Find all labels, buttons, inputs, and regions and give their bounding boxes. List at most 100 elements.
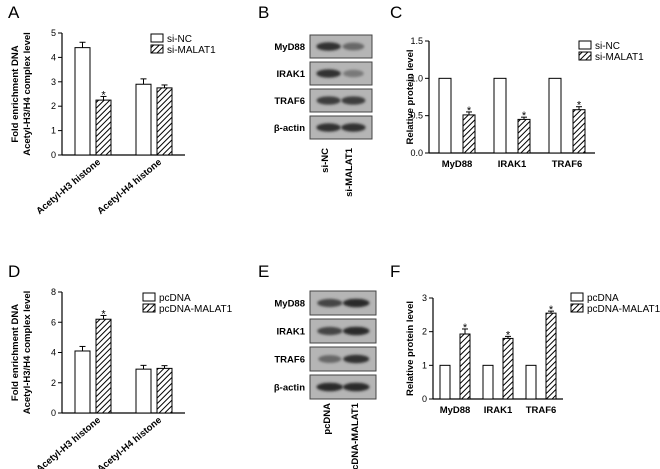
chart-f: 0 1 2 3 Relative protein level * MyD88 * IRAK1 * T… <box>405 292 660 416</box>
y-tick-label: 0 <box>422 394 427 404</box>
blot-lane-label: pcDNA <box>322 403 333 435</box>
blot-strip <box>309 88 373 113</box>
y-tick-label: 2 <box>51 101 56 111</box>
blot-strip <box>309 34 373 59</box>
bar-si-nc-1 <box>135 83 152 156</box>
bar-si-malat1-0 <box>462 114 476 154</box>
y-axis-label: Relative protein level <box>405 49 416 144</box>
bar-si-nc-1 <box>493 77 507 154</box>
y-tick-label: 6 <box>51 317 56 327</box>
y-tick-label: 1 <box>422 360 427 370</box>
category-label: Acetyl-H4 histone <box>95 157 164 217</box>
category-label: Acetyl-H4 histone <box>95 415 164 469</box>
bar-si-malat1-0 <box>95 99 112 156</box>
y-axis-label-line2: Acetyl-H3/H4 complex level <box>22 291 33 415</box>
blot-strip <box>309 61 373 86</box>
bar-pcdna-malat1-0 <box>95 318 112 414</box>
y-tick-label: 0.0 <box>410 148 423 158</box>
bar-si-nc-0 <box>74 47 91 156</box>
bar-pcdna-malat1-1 <box>156 367 173 414</box>
legend-swatch <box>578 51 592 61</box>
blot-band <box>343 69 364 78</box>
blot-lane-label: si-NC <box>320 148 331 173</box>
significance-star: * <box>549 304 554 316</box>
legend-label: si-MALAT1 <box>167 45 216 56</box>
blot-band <box>342 42 365 51</box>
bar-pcdna-malat1-0 <box>459 333 471 400</box>
bar-si-malat1-1 <box>517 118 531 154</box>
category-label: IRAK1 <box>498 159 527 170</box>
blot-band <box>317 326 343 336</box>
bar-pcdna-malat1-2 <box>545 312 557 400</box>
category-label: TRAF6 <box>552 159 583 170</box>
y-tick-label: 1.5 <box>410 36 423 46</box>
bar-si-malat1-1 <box>156 87 173 156</box>
y-tick-label: 1 <box>51 126 56 136</box>
significance-star: * <box>101 308 106 320</box>
bar-si-nc-2 <box>548 77 562 154</box>
y-tick-label: 2 <box>51 378 56 388</box>
blot-row-label: IRAK1 <box>276 69 305 80</box>
blot-row-label: TRAF6 <box>274 355 305 366</box>
blot-band <box>341 123 366 132</box>
significance-star: * <box>467 105 472 117</box>
bar-pcdna-malat1-1 <box>502 337 514 400</box>
y-tick-label: 3 <box>51 77 56 87</box>
blot-band <box>342 326 370 336</box>
y-tick-label: 0 <box>51 408 56 418</box>
blot-lane-label: pcDNA-MALAT1 <box>350 402 361 469</box>
panel-label-b: B <box>258 3 269 22</box>
significance-star: * <box>506 329 511 341</box>
panel-label-d: D <box>8 262 20 281</box>
y-tick-label: 1.0 <box>410 73 423 83</box>
chart-c: 0.0 0.5 1.0 1.5 Relative protein level * MyD88… <box>405 36 644 170</box>
legend-swatch <box>578 40 592 50</box>
y-tick-label: 2 <box>422 327 427 337</box>
panel-label-e: E <box>258 262 269 281</box>
bar-pcdna-2 <box>525 364 537 400</box>
significance-star: * <box>577 100 582 112</box>
bar-pcdna-0 <box>439 364 451 400</box>
category-label: IRAK1 <box>484 405 513 416</box>
legend-label: pcDNA-MALAT1 <box>587 304 660 315</box>
blot-band <box>343 354 370 364</box>
y-tick-label: 4 <box>51 348 56 358</box>
blot-row-label: TRAF6 <box>274 96 305 107</box>
legend-label: si-MALAT1 <box>595 52 644 63</box>
blot-row-label: β-actin <box>274 123 305 134</box>
legend-label: pcDNA <box>159 293 191 304</box>
legend-swatch <box>142 292 156 302</box>
blot-lane-label: si-MALAT1 <box>344 147 355 197</box>
legend-label: pcDNA <box>587 293 619 304</box>
legend-swatch <box>150 33 164 43</box>
panel-label-f: F <box>390 262 400 281</box>
blot-band <box>318 355 342 363</box>
legend-swatch <box>570 292 584 302</box>
chart-d: 0 2 4 6 8 Fold enrichment DNA Acetyl-H3/H4 com… <box>10 287 233 469</box>
y-axis-label: Relative protein level <box>405 301 416 396</box>
blot-band <box>317 298 343 308</box>
significance-star: * <box>463 322 468 334</box>
blot-band <box>316 96 341 105</box>
legend-swatch <box>150 44 164 54</box>
category-label: TRAF6 <box>526 405 557 416</box>
blot-band <box>341 96 366 105</box>
blot-band <box>342 298 370 308</box>
category-label: MyD88 <box>440 405 471 416</box>
significance-star: * <box>522 110 527 122</box>
blot-band <box>316 123 341 132</box>
blot-b: MyD88 IRAK1 TRAF6 β-actin si-NC si-MALAT1 <box>274 34 373 197</box>
bar-pcdna-1 <box>482 364 494 400</box>
bar-si-malat1-2 <box>572 109 586 154</box>
blot-row-label: MyD88 <box>274 42 305 53</box>
blot-row-label: MyD88 <box>274 299 305 310</box>
y-axis-label-line2: Acetyl-H3/H4 complex level <box>22 32 33 156</box>
legend-swatch <box>142 303 156 313</box>
blot-strip <box>309 115 373 140</box>
category-label: Acetyl-H3 histone <box>34 157 103 217</box>
blot-band <box>316 42 341 51</box>
blot-band <box>316 69 341 78</box>
y-axis-label: Fold enrichment DNA <box>10 45 21 142</box>
